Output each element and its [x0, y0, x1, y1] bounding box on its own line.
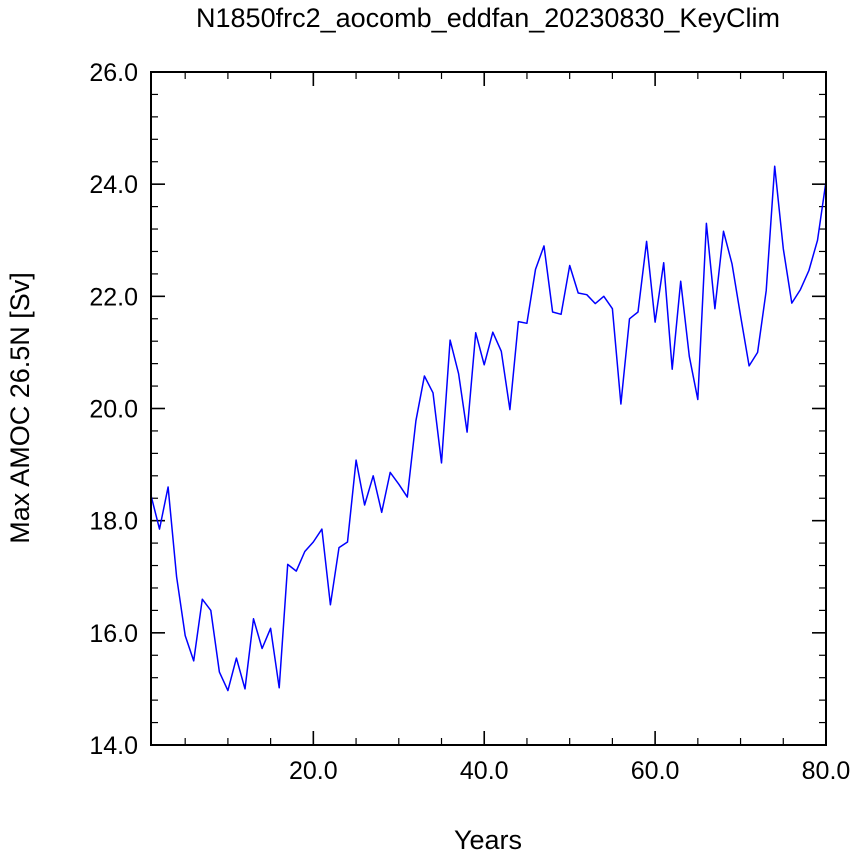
x-axis-label: Years: [454, 825, 522, 855]
y-tick-label: 18.0: [89, 508, 138, 536]
x-tick-label: 80.0: [802, 757, 851, 785]
y-tick-label: 16.0: [89, 620, 138, 648]
major-tick-marks: [151, 71, 827, 746]
x-tick-label: 60.0: [631, 757, 680, 785]
y-tick-labels: 14.0 16.0 18.0 20.0 22.0 24.0 26.0: [89, 59, 138, 760]
amoc-series-line: [150, 165, 827, 692]
y-axis-label: Max AMOC 26.5N [Sv]: [5, 272, 35, 544]
y-tick-label: 20.0: [89, 396, 138, 424]
y-tick-label: 22.0: [89, 283, 138, 311]
x-tick-label: 40.0: [460, 757, 509, 785]
minor-tick-marks: [151, 72, 826, 745]
y-tick-label: 14.0: [89, 732, 138, 760]
x-tick-labels: 20.0 40.0 60.0 80.0: [289, 757, 850, 785]
x-tick-label: 20.0: [289, 757, 338, 785]
plot-frame: [150, 71, 827, 746]
y-tick-label: 24.0: [89, 171, 138, 199]
y-tick-label: 26.0: [89, 59, 138, 87]
chart-title: N1850frc2_aocomb_eddfan_20230830_KeyClim: [196, 3, 780, 33]
